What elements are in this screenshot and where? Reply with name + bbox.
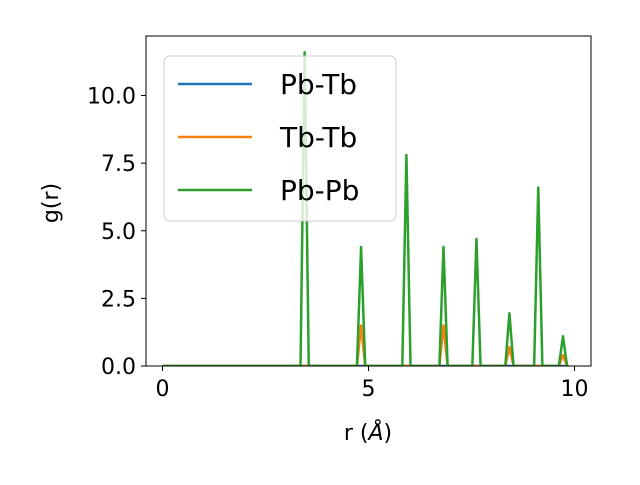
plot-area <box>162 50 569 366</box>
y-tick-label: 0.0 <box>101 355 136 380</box>
y-axis-label: g(r) <box>39 183 64 223</box>
legend-label: Pb-Tb <box>280 68 357 101</box>
x-tick-label: 5 <box>362 377 376 402</box>
y-tick-label: 2.5 <box>101 287 136 312</box>
legend-box <box>163 55 397 222</box>
x-tick-label: 10 <box>561 377 589 402</box>
y-tick-label: 7.5 <box>101 152 136 177</box>
legend-label: Pb-Pb <box>280 174 359 207</box>
y-tick-label: 5.0 <box>101 220 136 245</box>
y-tick-label: 10.0 <box>87 85 136 110</box>
x-tick-label: 0 <box>155 377 169 402</box>
legend-label: Tb-Tb <box>279 121 357 154</box>
series-line-pb-pb <box>162 50 569 366</box>
legend: Pb-Tb Tb-Tb Pb-Pb <box>163 55 397 222</box>
x-axis-label: r (Å) <box>344 419 392 446</box>
axes: 0 5 10 0.0 2.5 5.0 7.5 10.0 <box>87 35 592 402</box>
